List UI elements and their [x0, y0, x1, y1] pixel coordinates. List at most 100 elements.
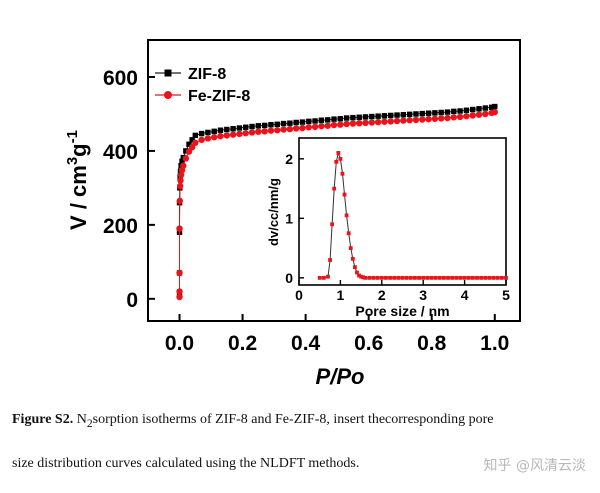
inset-x-axis-label: Pore size / nm: [355, 303, 449, 319]
data-point: [261, 122, 268, 129]
inset-data-point: [487, 275, 492, 280]
inset-y-tick-label: 0: [285, 270, 293, 286]
inset-x-tick-label: 3: [419, 287, 427, 303]
data-point: [375, 113, 381, 119]
data-point: [312, 118, 318, 124]
data-point: [369, 113, 375, 120]
data-point: [286, 125, 294, 133]
inset-x-tick-label: 2: [378, 287, 386, 303]
inset-data-point: [442, 275, 446, 280]
data-point: [431, 115, 439, 122]
inset-data-point: [475, 275, 479, 280]
inset-data-point: [437, 275, 442, 280]
inset-plot-frame: [298, 137, 507, 286]
inset-data-point: [495, 275, 500, 280]
data-point: [255, 128, 262, 135]
data-point: [368, 119, 376, 126]
inset-data-point: [321, 275, 326, 280]
data-point: [337, 121, 344, 128]
legend-marker: [164, 91, 172, 99]
inset-data-point: [408, 275, 413, 280]
data-point: [469, 112, 476, 119]
data-point: [318, 122, 325, 130]
main-legend: ZIF-8 Fe-ZIF-8: [155, 66, 250, 105]
data-point: [176, 288, 183, 295]
inset-data-point: [332, 186, 337, 191]
inset-y-tick-label: 1: [285, 210, 293, 226]
data-point: [176, 269, 183, 277]
figure-caption-line-2: size distribution curves calculated usin…: [12, 456, 360, 471]
data-point: [177, 177, 184, 184]
data-point: [192, 139, 199, 146]
inset-x-tick-label: 4: [461, 287, 469, 303]
data-point: [476, 106, 482, 112]
data-point: [444, 109, 451, 115]
data-point: [419, 116, 426, 123]
data-point: [188, 144, 196, 151]
data-point: [186, 141, 192, 147]
main-x-tick-label: 0.4: [291, 332, 321, 355]
inset-data-point: [355, 270, 359, 275]
inset-data-point: [384, 275, 388, 280]
figure-label: Figure S2.: [12, 412, 74, 427]
watermark: 知乎 @风清云淡: [484, 455, 586, 475]
data-point: [305, 124, 312, 131]
data-point: [306, 118, 312, 125]
data-point: [387, 118, 394, 125]
main-plot-frame: [147, 39, 521, 322]
data-point: [204, 135, 212, 142]
main-y-tick-label: 0: [126, 289, 138, 312]
data-point: [492, 103, 498, 110]
data-point: [249, 123, 255, 130]
data-point: [475, 111, 483, 118]
data-point: [217, 132, 224, 140]
caption-text-1b: sorption isotherms of ZIF-8 and Fe-ZIF-8…: [92, 412, 494, 427]
data-point: [406, 111, 413, 118]
data-point: [217, 127, 224, 133]
caption-subscript: 2: [86, 416, 93, 430]
inset-data-point: [359, 274, 363, 279]
data-point: [374, 118, 382, 126]
main-x-tick-label: 0.2: [228, 332, 257, 355]
inset-data-point: [479, 275, 484, 280]
data-point: [381, 118, 388, 125]
inset-data-point: [317, 275, 322, 280]
data-point: [412, 116, 420, 124]
inset-data-point: [328, 258, 332, 262]
inset-data-point: [470, 275, 475, 280]
inset-data-point: [396, 275, 401, 280]
data-point: [419, 110, 425, 117]
main-series-fe-zif8: [176, 108, 498, 301]
inset-data-point: [413, 275, 417, 280]
data-point: [182, 155, 190, 162]
figure-caption-line-1: Figure S2. N2sorption isotherms of ZIF-8…: [12, 412, 494, 430]
data-point: [243, 124, 249, 130]
data-point: [330, 121, 338, 129]
inset-data-point: [338, 156, 343, 161]
data-point: [324, 122, 331, 129]
data-point: [185, 148, 193, 155]
data-point: [324, 117, 331, 123]
data-point: [229, 131, 237, 138]
data-point: [179, 158, 185, 164]
data-point: [425, 110, 432, 116]
data-point: [400, 111, 407, 118]
main-x-tick-label: 0.8: [417, 332, 447, 355]
data-point: [192, 132, 198, 139]
data-point: [242, 129, 249, 137]
data-point: [400, 117, 407, 124]
data-point: [198, 130, 205, 137]
inset-data-point: [388, 275, 392, 280]
data-point: [198, 136, 205, 144]
main-y-tick-label: 200: [103, 215, 138, 238]
data-point: [255, 123, 262, 129]
data-point: [463, 112, 470, 120]
data-point: [488, 104, 495, 110]
data-point: [248, 129, 256, 136]
data-point: [470, 106, 476, 113]
inset-data-point: [342, 192, 347, 197]
inset-data-point: [336, 150, 341, 155]
data-point: [482, 105, 489, 111]
inset-data-point: [462, 275, 467, 280]
data-point: [463, 107, 470, 113]
